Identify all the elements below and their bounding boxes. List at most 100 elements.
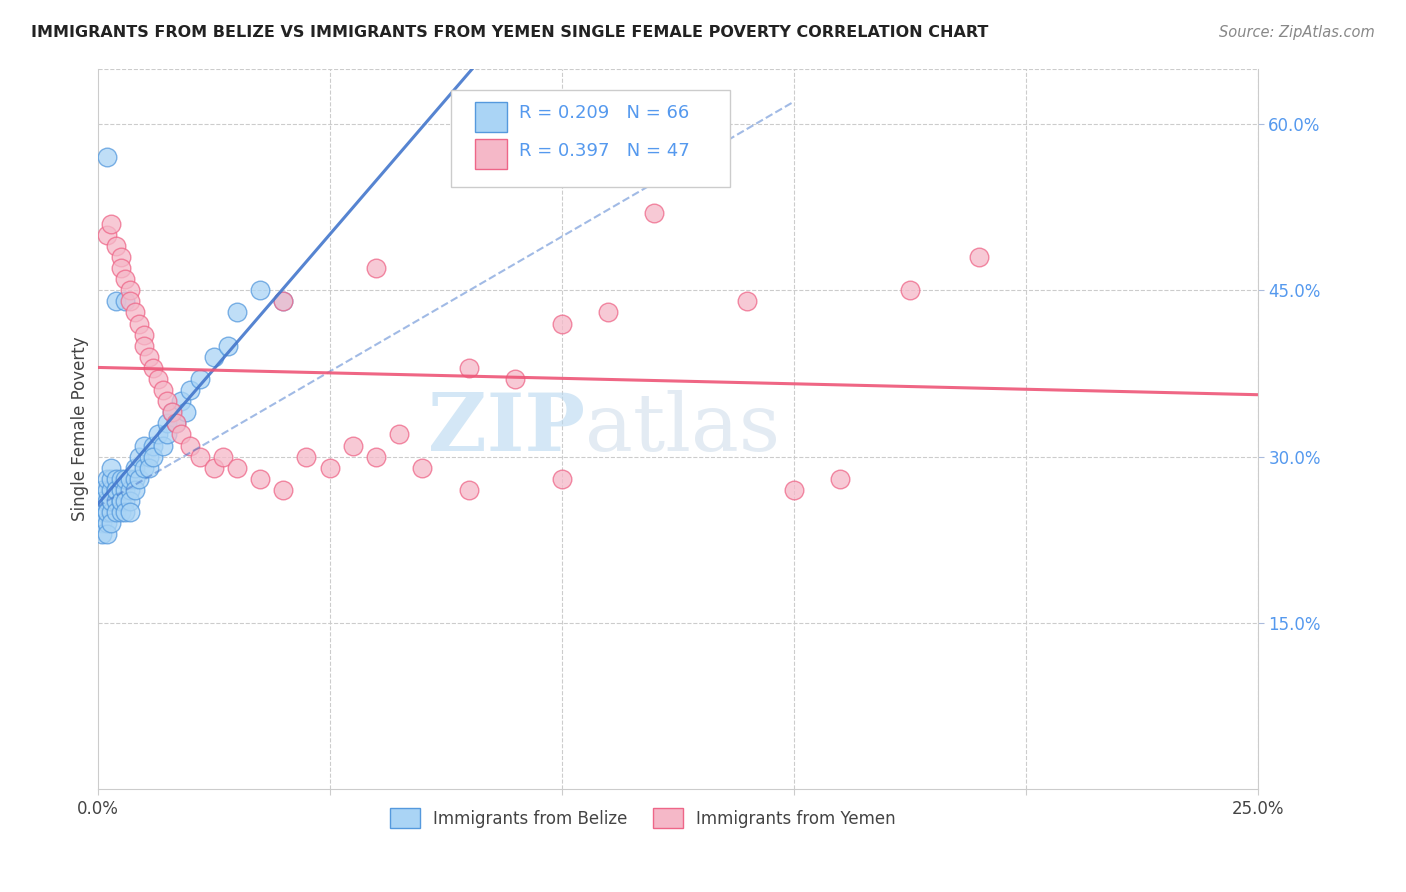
FancyBboxPatch shape <box>451 90 730 187</box>
FancyBboxPatch shape <box>475 102 508 132</box>
Point <box>128 450 150 464</box>
Point <box>550 472 572 486</box>
Point <box>114 472 136 486</box>
Point <box>110 494 132 508</box>
Point <box>91 494 114 508</box>
Point <box>202 460 225 475</box>
FancyBboxPatch shape <box>475 139 508 169</box>
Point <box>138 450 160 464</box>
Text: Source: ZipAtlas.com: Source: ZipAtlas.com <box>1219 25 1375 40</box>
Point <box>202 350 225 364</box>
Point <box>249 283 271 297</box>
Point <box>160 405 183 419</box>
Point <box>179 383 201 397</box>
Point <box>146 427 169 442</box>
Point <box>114 272 136 286</box>
Point <box>91 505 114 519</box>
Point <box>550 317 572 331</box>
Point <box>96 150 118 164</box>
Point <box>212 450 235 464</box>
Point <box>120 283 142 297</box>
Text: IMMIGRANTS FROM BELIZE VS IMMIGRANTS FROM YEMEN SINGLE FEMALE POVERTY CORRELATIO: IMMIGRANTS FROM BELIZE VS IMMIGRANTS FRO… <box>31 25 988 40</box>
Point <box>388 427 411 442</box>
Point <box>271 483 294 497</box>
Point <box>100 472 122 486</box>
Point <box>156 427 179 442</box>
Point <box>96 527 118 541</box>
Point <box>142 450 165 464</box>
Point <box>100 505 122 519</box>
Point <box>152 383 174 397</box>
Point <box>100 494 122 508</box>
Point <box>411 460 433 475</box>
Point <box>457 483 479 497</box>
Point <box>96 483 118 497</box>
Point <box>96 505 118 519</box>
Point <box>969 250 991 264</box>
Point <box>96 494 118 508</box>
Y-axis label: Single Female Poverty: Single Female Poverty <box>72 336 89 521</box>
Point <box>156 417 179 431</box>
Point <box>91 483 114 497</box>
Text: atlas: atlas <box>585 390 780 468</box>
Point <box>105 472 128 486</box>
Point <box>142 360 165 375</box>
Point <box>96 227 118 242</box>
Point <box>114 294 136 309</box>
Point <box>114 483 136 497</box>
Point <box>132 339 155 353</box>
Point <box>120 494 142 508</box>
Point <box>120 483 142 497</box>
Point <box>100 217 122 231</box>
Point <box>160 405 183 419</box>
Point <box>128 472 150 486</box>
Point <box>120 505 142 519</box>
Point <box>152 438 174 452</box>
Point <box>100 460 122 475</box>
Point <box>132 327 155 342</box>
Point <box>830 472 852 486</box>
Point <box>318 460 340 475</box>
Point <box>96 516 118 530</box>
Point <box>105 239 128 253</box>
Point <box>105 294 128 309</box>
Point <box>110 483 132 497</box>
Point <box>179 438 201 452</box>
Point <box>124 305 146 319</box>
Point <box>271 294 294 309</box>
Point <box>110 250 132 264</box>
Point <box>110 494 132 508</box>
Text: R = 0.209   N = 66: R = 0.209 N = 66 <box>519 104 689 122</box>
Point <box>114 494 136 508</box>
Point <box>128 317 150 331</box>
Point <box>146 372 169 386</box>
Point <box>188 372 211 386</box>
Point <box>110 505 132 519</box>
Point <box>783 483 806 497</box>
Point <box>105 483 128 497</box>
Point <box>138 460 160 475</box>
Point <box>156 394 179 409</box>
Point <box>364 261 387 276</box>
Point <box>105 494 128 508</box>
Point <box>295 450 318 464</box>
Point <box>249 472 271 486</box>
Point <box>142 438 165 452</box>
Point <box>643 205 665 219</box>
Point <box>124 483 146 497</box>
Point <box>166 417 188 431</box>
Point <box>174 405 197 419</box>
Point <box>105 505 128 519</box>
Point <box>114 505 136 519</box>
Point <box>737 294 759 309</box>
Point <box>100 483 122 497</box>
Text: R = 0.397   N = 47: R = 0.397 N = 47 <box>519 142 689 160</box>
Point <box>96 472 118 486</box>
Point <box>96 505 118 519</box>
Point <box>170 427 193 442</box>
Point <box>91 527 114 541</box>
Point <box>225 305 247 319</box>
Point <box>110 472 132 486</box>
Point <box>100 516 122 530</box>
Point <box>225 460 247 475</box>
